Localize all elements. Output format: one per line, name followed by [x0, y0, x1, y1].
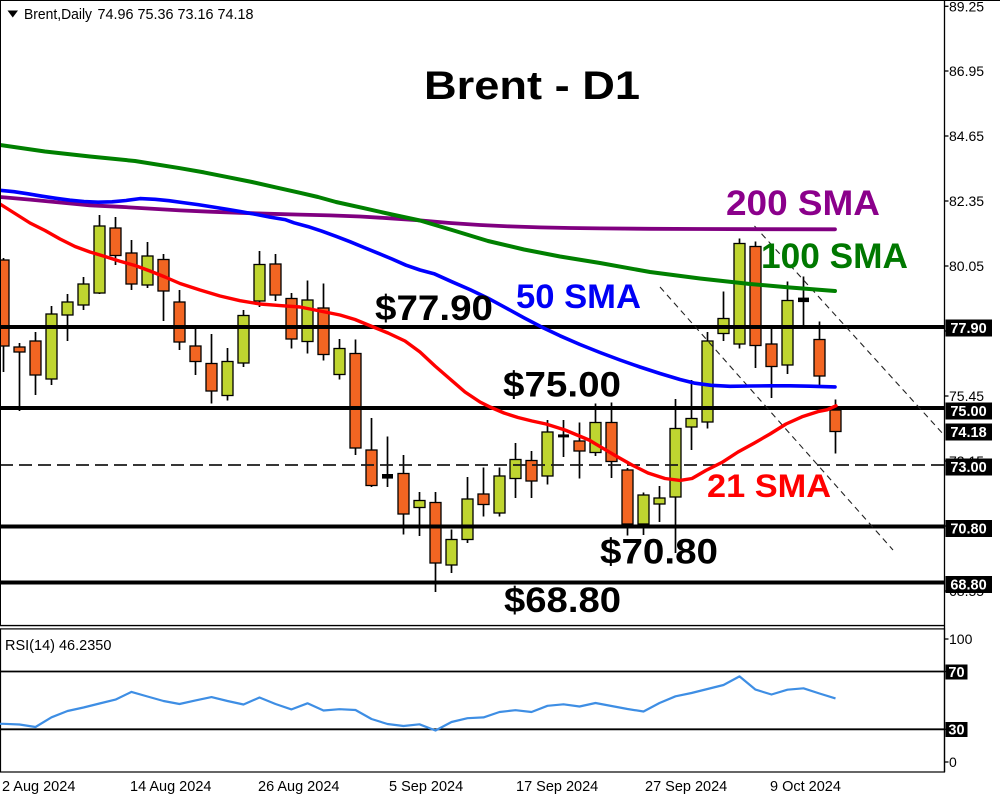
svg-text:50 SMA: 50 SMA	[516, 278, 641, 316]
svg-text:100: 100	[949, 631, 973, 647]
svg-text:21 SMA: 21 SMA	[707, 468, 831, 504]
svg-text:86.95: 86.95	[949, 63, 984, 79]
svg-text:84.65: 84.65	[949, 128, 984, 144]
svg-text:27 Sep 2024: 27 Sep 2024	[645, 779, 727, 795]
svg-text:89.25: 89.25	[949, 0, 984, 14]
svg-text:Brent - D1: Brent - D1	[424, 64, 640, 108]
svg-text:75.00: 75.00	[950, 404, 986, 420]
svg-text:200 SMA: 200 SMA	[726, 184, 880, 223]
svg-text:$70.80: $70.80	[600, 533, 718, 572]
svg-text:$68.80: $68.80	[504, 581, 621, 620]
svg-text:0: 0	[949, 754, 957, 770]
svg-text:9 Oct 2024: 9 Oct 2024	[770, 779, 841, 795]
svg-text:100 SMA: 100 SMA	[761, 237, 908, 276]
svg-text:68.80: 68.80	[950, 578, 986, 594]
svg-text:2 Aug 2024: 2 Aug 2024	[2, 779, 75, 795]
svg-text:Brent,Daily: Brent,Daily	[24, 6, 92, 23]
svg-text:82.35: 82.35	[949, 193, 984, 209]
svg-text:70.80: 70.80	[950, 522, 986, 538]
svg-text:30: 30	[948, 723, 964, 739]
svg-text:70: 70	[948, 665, 964, 681]
svg-text:77.90: 77.90	[950, 321, 986, 337]
svg-text:80.05: 80.05	[949, 258, 984, 274]
svg-text:RSI(14) 46.2350: RSI(14) 46.2350	[5, 638, 111, 654]
svg-text:74.18: 74.18	[950, 425, 986, 441]
svg-text:5 Sep 2024: 5 Sep 2024	[389, 779, 463, 795]
svg-text:75.45: 75.45	[949, 388, 984, 404]
svg-text:$75.00: $75.00	[503, 366, 621, 405]
svg-text:$77.90: $77.90	[375, 289, 493, 328]
svg-text:26 Aug 2024: 26 Aug 2024	[258, 779, 339, 795]
svg-text:14 Aug 2024: 14 Aug 2024	[130, 779, 211, 795]
svg-text:74.96 75.36 73.16 74.18: 74.96 75.36 73.16 74.18	[98, 6, 254, 23]
svg-text:17 Sep 2024: 17 Sep 2024	[516, 779, 598, 795]
svg-text:73.00: 73.00	[950, 460, 986, 476]
